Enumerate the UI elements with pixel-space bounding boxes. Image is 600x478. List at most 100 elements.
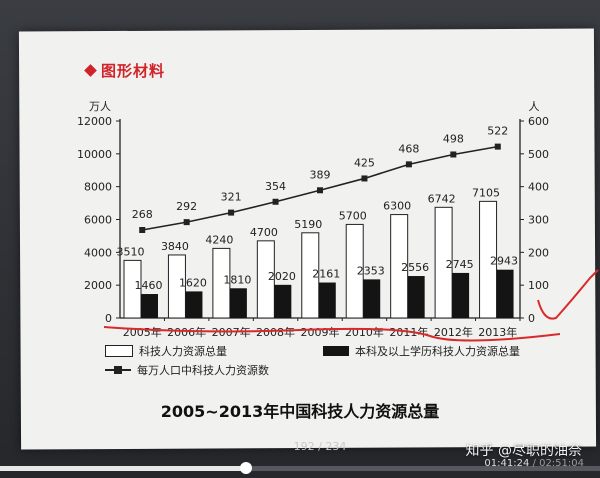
right-tick-label: 0 [528, 312, 535, 325]
right-tick-label: 500 [528, 148, 549, 161]
label-bachelor: 2745 [446, 258, 474, 271]
bar-total [390, 214, 409, 319]
right-tick-label: 200 [528, 246, 549, 259]
label-per10k: 468 [398, 142, 419, 155]
bar-total [167, 254, 186, 319]
red-pen-annotation [103, 269, 599, 342]
label-per10k: 498 [443, 132, 464, 145]
bar-bachelor [274, 284, 292, 318]
bar-total [301, 232, 320, 319]
progress-handle[interactable] [240, 462, 252, 474]
per10k-point [183, 219, 190, 226]
label-total: 3840 [161, 240, 189, 253]
x-tick-label: 2008年 [256, 325, 295, 339]
right-tick-label: 600 [528, 115, 549, 128]
per10k-point [272, 198, 279, 205]
chart-title: 2005~2013年中国科技人力资源总量 [160, 402, 440, 421]
label-bachelor: 1620 [179, 276, 207, 289]
label-total: 6742 [428, 192, 456, 205]
time-separator: / [529, 458, 540, 469]
per10k-point [228, 209, 235, 216]
label-bachelor: 2161 [312, 268, 340, 281]
bar-total [256, 240, 275, 319]
red-underline-stroke [103, 326, 561, 342]
legend-item-bachelor: 本科及以上学历科技人力资源总量 [323, 343, 520, 359]
label-total: 7105 [472, 186, 500, 199]
label-bachelor: 2556 [401, 261, 429, 274]
left-axis-unit: 万人 [89, 100, 111, 113]
data-labels: 3510 1460 268 3840 1620 292 4240 1810 321 4700 202… [117, 125, 519, 292]
x-tick-label: 2012年 [434, 325, 473, 339]
per10k-point [450, 151, 457, 158]
total-time: 02:51:04 [539, 458, 584, 469]
right-tick-label: 400 [528, 181, 549, 194]
watermark: 知乎 @尽职的油奈 [465, 443, 582, 459]
bar-bachelor [229, 288, 247, 318]
label-bachelor: 2020 [268, 270, 296, 283]
label-total: 3510 [117, 245, 145, 258]
section-header-text: 图形材料 [101, 62, 166, 80]
label-per10k: 321 [221, 191, 242, 204]
x-tick-label: 2009年 [301, 325, 340, 339]
left-tick-label: 0 [105, 312, 112, 325]
label-total: 5190 [294, 218, 322, 231]
bar-total [479, 200, 498, 319]
legend-swatch-white [105, 345, 133, 357]
bar-bachelor [363, 279, 381, 318]
label-total: 4240 [205, 233, 233, 246]
bar-bachelor [452, 272, 470, 318]
label-per10k: 354 [265, 180, 286, 193]
x-tick-label: 2013年 [478, 325, 517, 339]
label-total: 5700 [339, 209, 367, 222]
label-bachelor: 2353 [357, 264, 385, 277]
line-per10k-series [139, 143, 501, 234]
legend-line-marker-icon [105, 366, 131, 374]
left-tick-label: 8000 [84, 181, 112, 194]
left-tick-label: 10000 [77, 148, 112, 161]
legend-label-per10k: 每万人口中科技人力资源数 [137, 364, 269, 377]
per10k-point [494, 143, 501, 150]
x-tick-label: 2005年 [123, 325, 162, 339]
legend-label-bachelor: 本科及以上学历科技人力资源总量 [355, 345, 520, 358]
bar-total [434, 206, 453, 319]
label-per10k: 268 [132, 208, 153, 221]
progress-bar[interactable] [0, 462, 600, 474]
bars-bachelor-series [141, 269, 514, 318]
legend-label-total: 科技人力资源总量 [139, 345, 227, 358]
legend-swatch-black [323, 346, 349, 356]
bar-total [345, 223, 364, 319]
bar-bachelor [141, 294, 158, 318]
label-bachelor: 1810 [223, 273, 251, 286]
x-tick-label: 2006年 [167, 325, 206, 339]
current-time: 01:41:24 [484, 458, 530, 469]
bar-bachelor [185, 291, 203, 318]
right-axis-unit: 人 [529, 100, 540, 113]
legend-item-total: 科技人力资源总量 [105, 343, 227, 359]
label-per10k: 522 [487, 125, 508, 138]
per10k-point [361, 175, 368, 182]
bars-total-series [123, 200, 498, 319]
label-per10k: 292 [176, 200, 197, 213]
label-bachelor: 1460 [135, 279, 163, 292]
chart-axes: 120001000080006000400020000万人60050040030… [77, 100, 549, 339]
legend-item-per10k: 每万人口中科技人力资源数 [105, 362, 269, 378]
bar-bachelor [318, 282, 336, 318]
progress-fill [0, 466, 246, 471]
label-total: 6300 [383, 200, 411, 213]
bar-bachelor [407, 276, 425, 318]
x-tick-label: 2010年 [345, 325, 384, 339]
section-header: 图形材料 [84, 60, 166, 81]
right-tick-label: 100 [528, 279, 549, 292]
label-per10k: 389 [310, 168, 331, 181]
per10k-point [405, 161, 412, 168]
left-tick-label: 2000 [84, 279, 112, 292]
label-total: 4700 [250, 226, 278, 239]
time-display: 01:41:24 / 02:51:04 [484, 458, 584, 469]
per10k-point [139, 227, 146, 234]
bar-bachelor [496, 269, 514, 318]
right-tick-label: 300 [528, 214, 549, 227]
red-curve-stroke [537, 269, 599, 320]
label-bachelor: 2943 [490, 255, 518, 268]
